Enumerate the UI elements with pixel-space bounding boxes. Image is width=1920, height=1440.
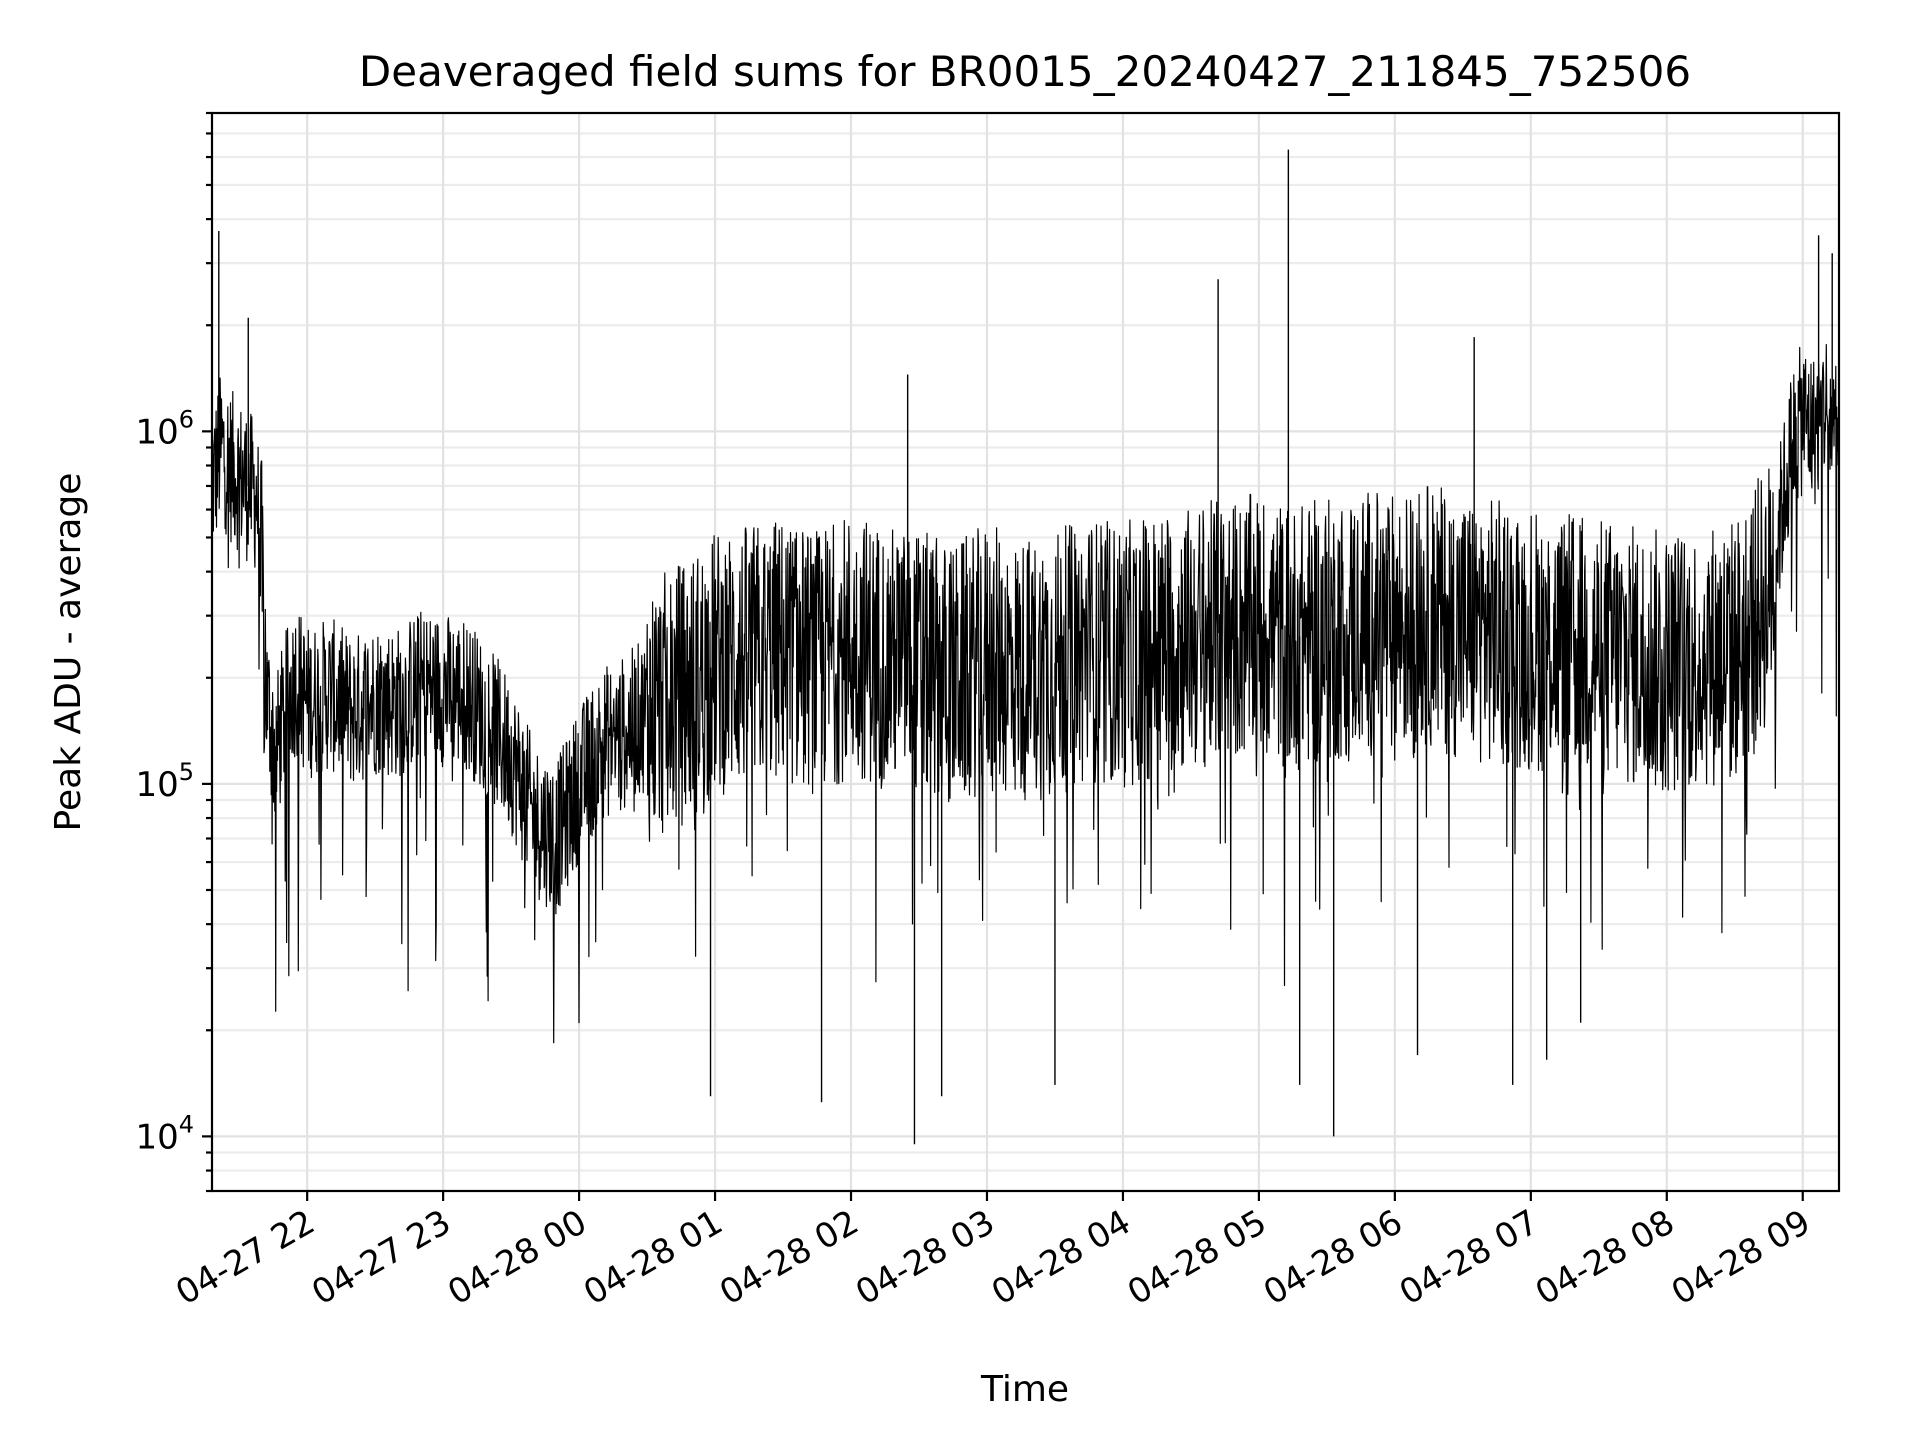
x-tick-label: 04-28 00 (441, 1202, 593, 1313)
x-tick-label: 04-28 03 (849, 1202, 1001, 1313)
x-tick-label: 04-27 22 (169, 1202, 321, 1313)
y-tick-exponent: 5 (179, 758, 194, 786)
x-axis-label: Time (980, 1369, 1069, 1410)
y-tick-label: 105 (135, 758, 194, 805)
y-tick-base: 10 (135, 765, 178, 805)
chart-title: Deaveraged field sums for BR0015_2024042… (359, 47, 1691, 96)
y-tick-label: 106 (135, 405, 194, 452)
y-axis-label: Peak ADU - average (48, 473, 89, 832)
data-series-line (211, 344, 1840, 1044)
x-tick-label: 04-28 02 (713, 1202, 865, 1313)
y-tick-base: 10 (135, 412, 178, 452)
x-tick-label: 04-28 01 (577, 1202, 729, 1313)
x-tick-label: 04-28 07 (1393, 1202, 1545, 1313)
x-tick-label: 04-27 23 (305, 1202, 457, 1313)
plot-area (211, 149, 1840, 1145)
x-tick-label: 04-28 04 (985, 1202, 1137, 1313)
y-tick-exponent: 6 (179, 405, 194, 433)
x-tick-label: 04-28 08 (1529, 1202, 1681, 1313)
y-tick-label: 104 (135, 1110, 194, 1157)
plot-frame (210, 111, 1841, 1193)
y-tick-exponent: 4 (179, 1110, 194, 1138)
x-tick-label: 04-28 05 (1121, 1202, 1273, 1313)
x-tick-label: 04-28 09 (1665, 1202, 1817, 1313)
y-tick-base: 10 (135, 1117, 178, 1157)
x-tick-label: 04-28 06 (1257, 1202, 1409, 1313)
